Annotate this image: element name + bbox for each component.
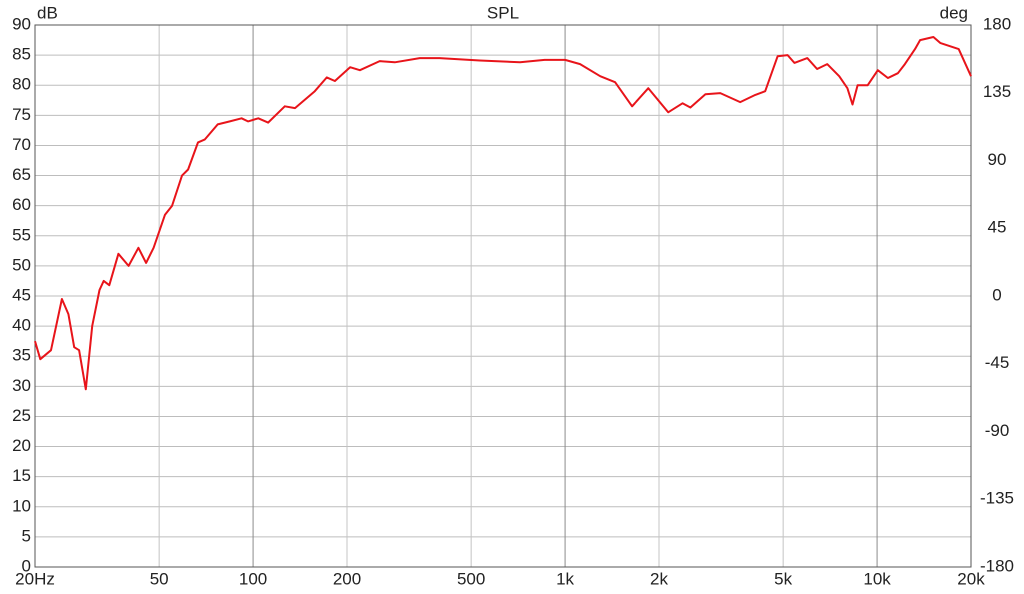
y-tick-label: 30 xyxy=(12,376,31,395)
x-tick-label: 50 xyxy=(150,569,169,588)
y-tick-label: 10 xyxy=(12,496,31,515)
x-tick-label: 200 xyxy=(333,569,361,588)
y-tick-label: 65 xyxy=(12,165,31,184)
y-tick-label: 60 xyxy=(12,195,31,214)
y-tick-label: 45 xyxy=(12,285,31,304)
y2-tick-label: -90 xyxy=(985,421,1010,440)
chart-title: SPL xyxy=(487,3,519,22)
y2-tick-label: -180 xyxy=(980,556,1014,575)
x-tick-label: 2k xyxy=(650,569,668,588)
y-tick-label: 5 xyxy=(22,526,31,545)
y-tick-label: 0 xyxy=(22,556,31,575)
y-tick-label: 75 xyxy=(12,105,31,124)
y2-tick-label: -135 xyxy=(980,489,1014,508)
plot-frame xyxy=(34,24,972,568)
y-tick-label: 40 xyxy=(12,316,31,335)
y-tick-label: 15 xyxy=(12,466,31,485)
y2-tick-label: 90 xyxy=(988,150,1007,169)
y-tick-label: 20 xyxy=(12,436,31,455)
x-tick-label: 10k xyxy=(863,569,891,588)
y2-tick-label: 180 xyxy=(983,14,1011,33)
y-tick-label: 85 xyxy=(12,45,31,64)
y2-axis-label: deg xyxy=(940,3,968,22)
y2-tick-label: -45 xyxy=(985,353,1010,372)
y-axis-label: dB xyxy=(37,3,58,22)
y-tick-label: 25 xyxy=(12,406,31,425)
x-tick-label: 20k xyxy=(957,569,985,588)
y-tick-label: 80 xyxy=(12,75,31,94)
y-tick-label: 90 xyxy=(12,14,31,33)
spl-line xyxy=(34,36,972,391)
y2-tick-label: 0 xyxy=(992,285,1001,304)
y2-tick-label: 135 xyxy=(983,82,1011,101)
y-tick-label: 50 xyxy=(12,255,31,274)
x-tick-label: 5k xyxy=(774,569,792,588)
x-tick-label: 1k xyxy=(556,569,574,588)
x-tick-label: 500 xyxy=(457,569,485,588)
y-tick-label: 70 xyxy=(12,135,31,154)
y-tick-label: 55 xyxy=(12,225,31,244)
x-tick-label: 20Hz xyxy=(15,569,55,588)
y-tick-label: 35 xyxy=(12,346,31,365)
y2-tick-label: 45 xyxy=(988,218,1007,237)
x-tick-label: 100 xyxy=(239,569,267,588)
